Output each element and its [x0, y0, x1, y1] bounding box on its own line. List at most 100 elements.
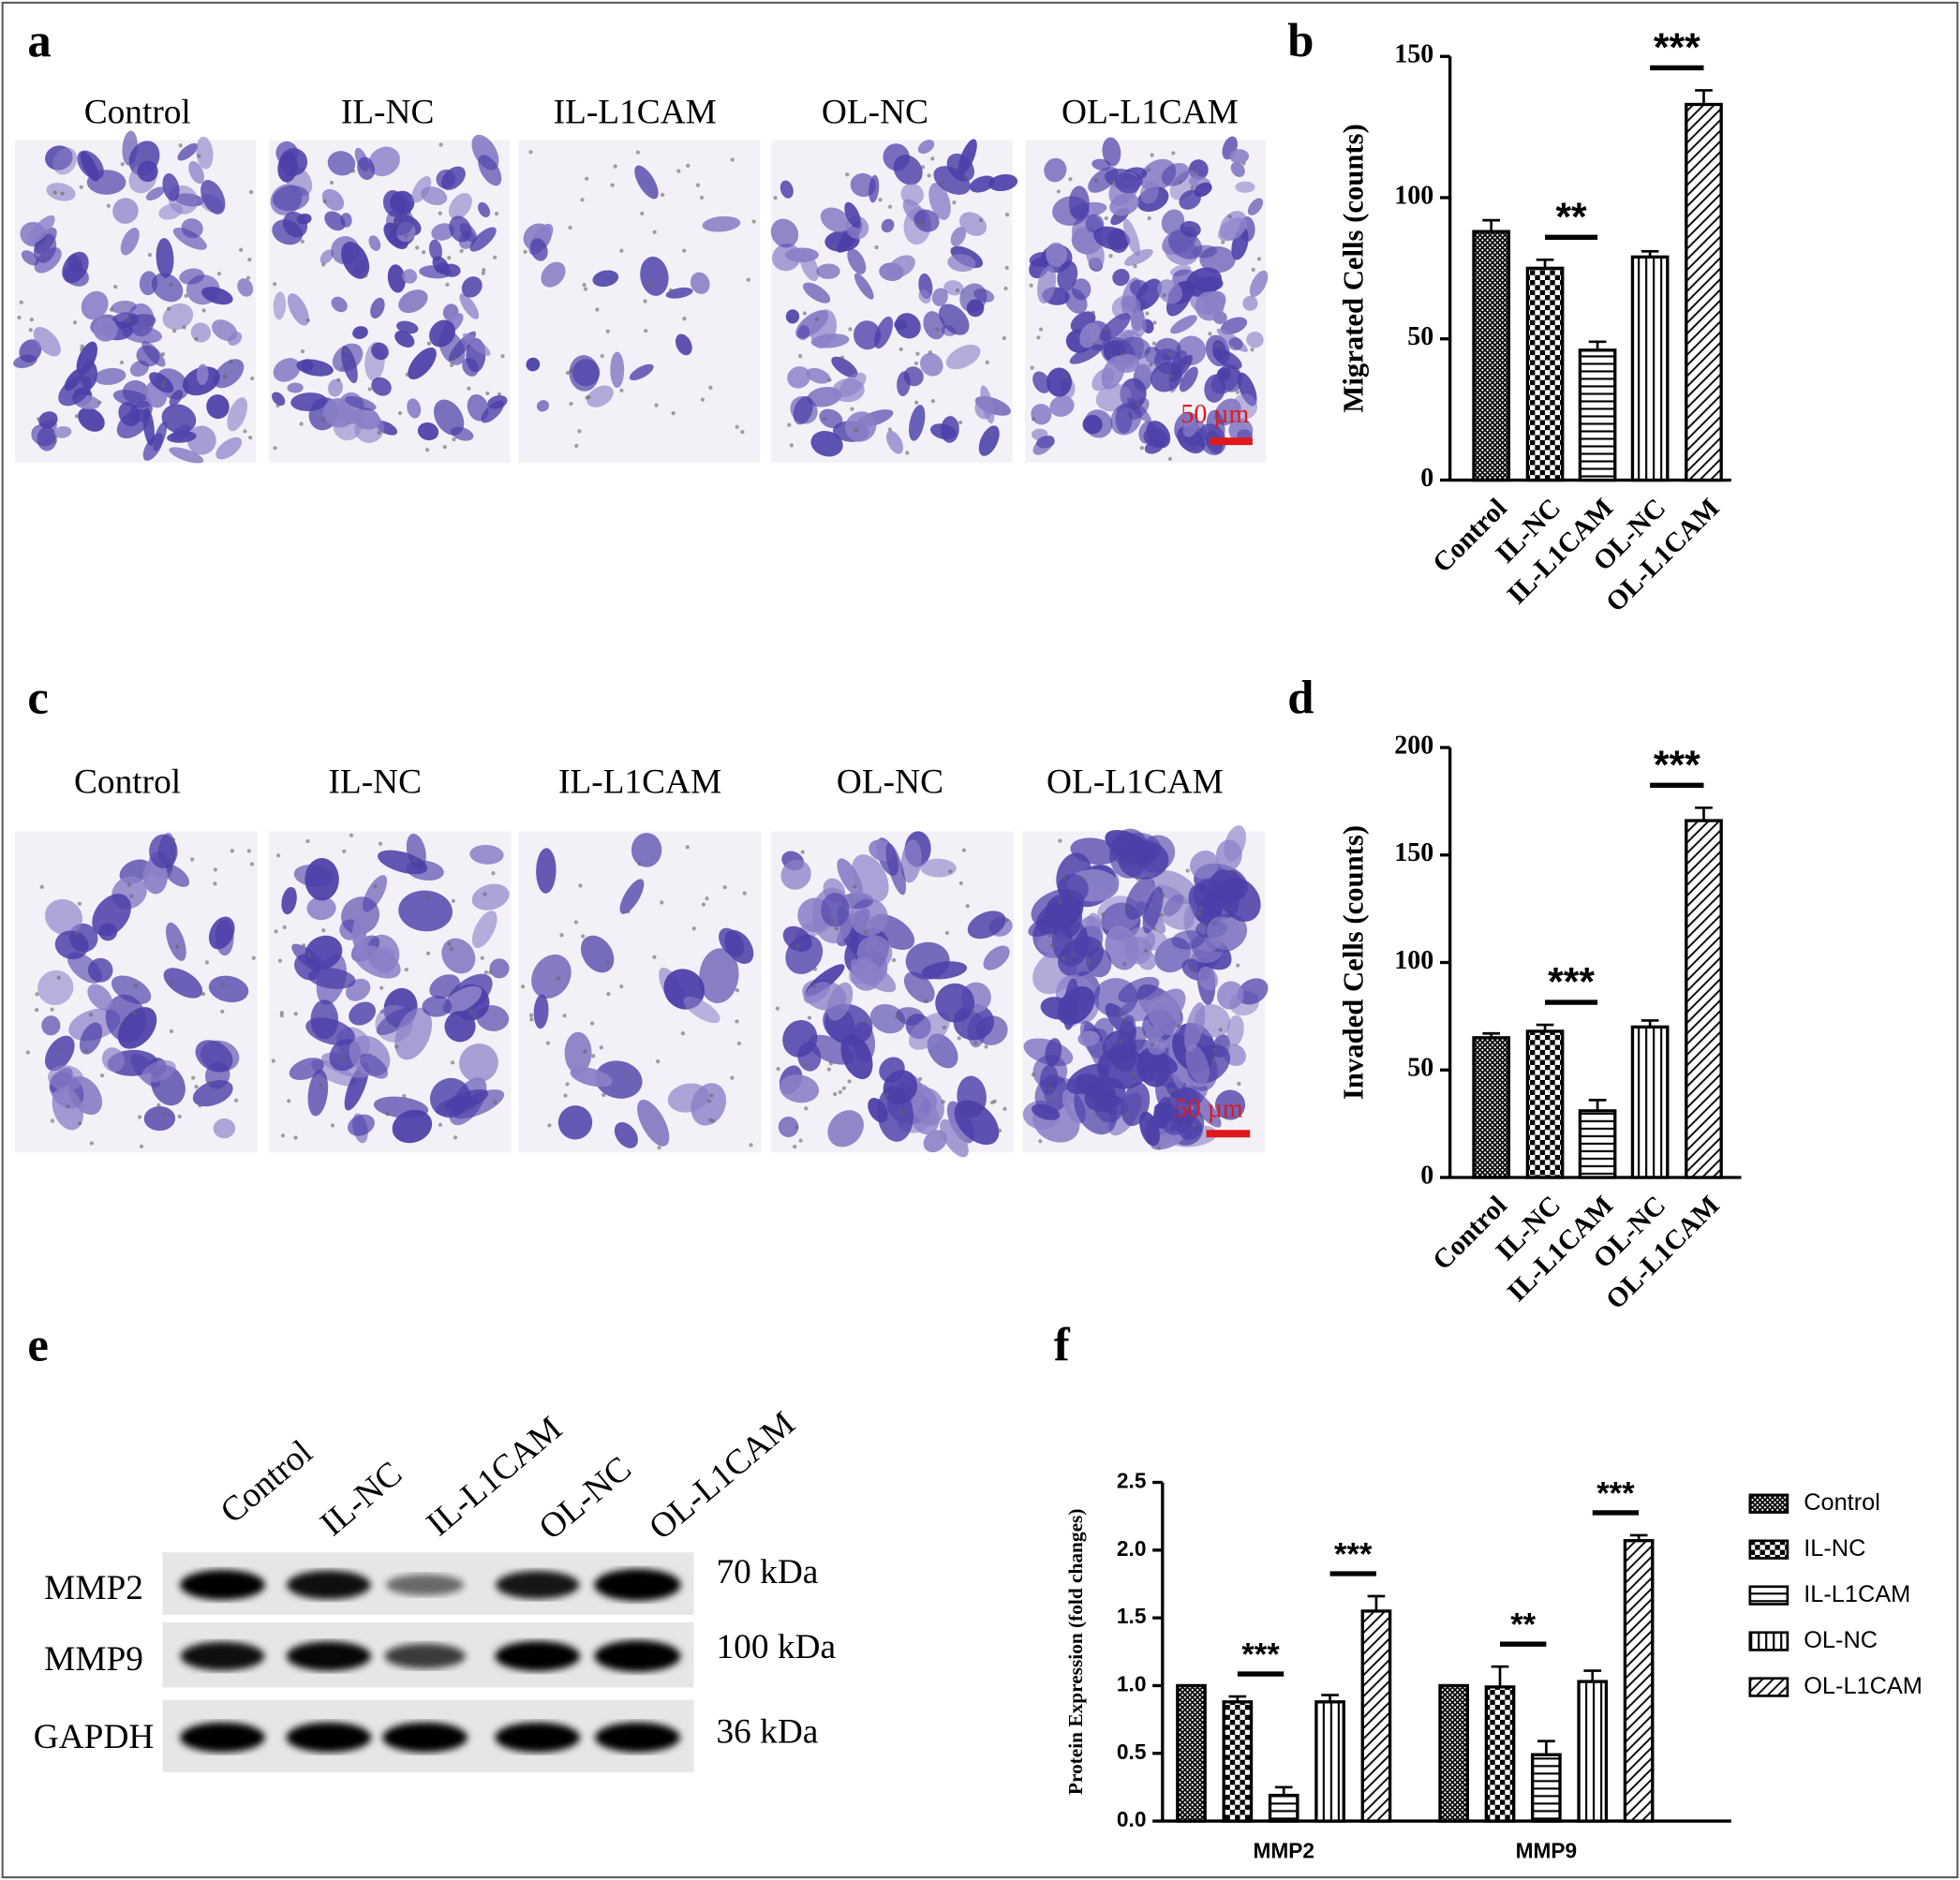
panel-label: f: [1054, 1319, 1071, 1371]
pore: [644, 329, 648, 333]
cell: [1091, 367, 1115, 392]
pore: [174, 944, 180, 949]
panel-label: e: [27, 1319, 49, 1371]
cell: [780, 1074, 820, 1103]
pore: [740, 429, 745, 435]
pore: [1218, 1028, 1223, 1032]
pore: [800, 850, 805, 854]
cell: [1085, 214, 1105, 233]
pore: [182, 325, 186, 330]
cell: [181, 218, 203, 239]
cell: [826, 982, 854, 1021]
pore: [200, 991, 206, 997]
cell: [1147, 997, 1182, 1036]
pore: [28, 328, 33, 333]
pore: [1125, 906, 1130, 911]
pore: [56, 975, 61, 980]
cell: [149, 372, 174, 393]
pore: [320, 417, 326, 422]
pore: [1162, 293, 1166, 298]
band: [382, 1722, 468, 1753]
cell: [352, 326, 368, 339]
pore: [898, 1109, 903, 1115]
pore: [887, 204, 893, 209]
micrograph: [770, 139, 1018, 463]
pore: [1256, 257, 1262, 261]
pore: [978, 217, 984, 223]
pore: [565, 1082, 570, 1087]
pore: [924, 999, 928, 1004]
cell: [724, 929, 754, 965]
pore: [1004, 212, 1010, 217]
cell: [778, 1117, 799, 1138]
cell: [1086, 947, 1112, 978]
pore: [137, 1115, 142, 1119]
pore: [405, 372, 409, 377]
cell: [78, 407, 105, 432]
pore: [854, 428, 858, 433]
cell: [94, 367, 126, 385]
band: [180, 1722, 265, 1753]
cell: [307, 968, 356, 989]
cell: [142, 433, 164, 461]
pore: [863, 930, 869, 935]
pore: [834, 926, 839, 931]
pore: [984, 1044, 988, 1049]
pore: [928, 350, 932, 355]
cell: [629, 363, 654, 381]
pore: [60, 191, 65, 196]
cell: [1093, 978, 1138, 1017]
cell: [476, 1005, 510, 1031]
pore: [577, 429, 582, 434]
pore: [545, 1041, 550, 1045]
cell: [1051, 917, 1089, 967]
cell: [151, 273, 184, 303]
pore: [832, 244, 837, 248]
cell: [301, 359, 314, 373]
cell: [273, 291, 287, 320]
pore: [556, 976, 561, 981]
legend-label: IL-L1CAM: [1804, 1581, 1910, 1607]
pore: [601, 1092, 606, 1098]
pore: [735, 424, 739, 429]
pore: [918, 1076, 923, 1082]
cell: [341, 346, 358, 384]
cell: [1139, 1111, 1160, 1147]
cell: [396, 320, 419, 334]
pore: [223, 375, 228, 379]
pore: [468, 1009, 472, 1014]
pore: [595, 307, 600, 312]
pore: [1169, 374, 1174, 378]
cell: [1114, 172, 1141, 194]
pore: [1189, 968, 1194, 972]
pore: [72, 320, 78, 325]
cell: [307, 1069, 329, 1117]
x-tick-label: MMP2: [1253, 1838, 1314, 1862]
cell: [431, 223, 455, 241]
pore: [1212, 1047, 1217, 1052]
cell: [1068, 185, 1090, 221]
cell: [1177, 1109, 1205, 1140]
cell: [1214, 1089, 1246, 1120]
band: [180, 1641, 265, 1671]
pore: [605, 960, 610, 965]
pore: [169, 1029, 174, 1033]
pore: [686, 163, 690, 169]
pore: [213, 867, 218, 872]
cell: [900, 839, 922, 883]
pore: [1208, 332, 1212, 336]
cell: [79, 1022, 103, 1055]
pore: [453, 1135, 458, 1140]
pore: [578, 883, 583, 888]
pore: [610, 183, 615, 187]
cell: [895, 313, 921, 339]
pore: [1118, 1010, 1122, 1014]
cell: [116, 408, 150, 439]
pore: [794, 1125, 799, 1130]
y-tick-label: 0.0: [1117, 1807, 1147, 1831]
cell: [897, 371, 911, 397]
band: [495, 1722, 581, 1753]
pore: [243, 429, 247, 434]
cell: [780, 859, 811, 890]
pore: [640, 211, 645, 216]
